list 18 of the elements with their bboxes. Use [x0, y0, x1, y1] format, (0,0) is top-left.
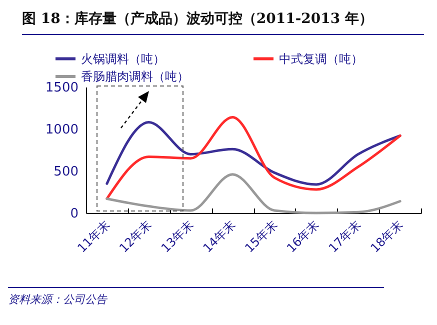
line-series	[106, 116, 402, 200]
x-tick-label: 13年末	[158, 218, 196, 256]
y-tick-label: 1500	[45, 80, 78, 96]
x-tick-label: 18年末	[368, 218, 406, 256]
x-tick-label: 17年末	[326, 218, 364, 256]
legend-label: 火锅调料（吨）	[81, 52, 165, 66]
x-tick-label: 12年末	[116, 218, 154, 256]
legend-label: 中式复调（吨）	[279, 52, 363, 66]
y-tick-label: 1000	[45, 122, 78, 138]
y-tick-label: 500	[54, 164, 78, 180]
x-tick-label: 15年末	[242, 218, 280, 256]
text: 资料来源：公司公告	[8, 287, 384, 307]
legend-label: 香肠腊肉调料（吨）	[81, 70, 189, 84]
line-series	[106, 121, 402, 186]
chart-title: 图 18：库存量（产成品）波动可控（2011-2013 年）	[22, 10, 424, 35]
line-series	[106, 173, 402, 214]
x-tick-label: 14年末	[200, 218, 238, 256]
x-tick-label: 16年末	[284, 218, 322, 256]
